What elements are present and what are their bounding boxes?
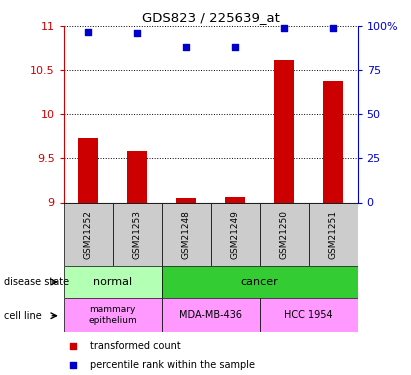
Bar [113, 202, 162, 266]
Bar [225, 197, 245, 202]
Text: GSM21252: GSM21252 [84, 210, 93, 259]
Bar [260, 202, 309, 266]
Title: GDS823 / 225639_at: GDS823 / 225639_at [142, 11, 279, 24]
Point [183, 44, 189, 50]
Bar [162, 202, 211, 266]
Text: GSM21251: GSM21251 [328, 210, 337, 259]
Bar [64, 298, 162, 332]
Text: percentile rank within the sample: percentile rank within the sample [90, 360, 255, 370]
Bar [162, 298, 260, 332]
Bar [260, 298, 358, 332]
Bar [127, 152, 147, 202]
Bar [162, 266, 358, 298]
Text: GSM21253: GSM21253 [133, 210, 142, 259]
Text: cell line: cell line [4, 311, 42, 321]
Bar [274, 60, 294, 202]
Point [69, 362, 76, 368]
Text: cancer: cancer [241, 277, 279, 287]
Text: transformed count: transformed count [90, 341, 181, 351]
Text: GSM21248: GSM21248 [182, 210, 191, 259]
Point [232, 44, 238, 50]
Bar [79, 138, 98, 202]
Point [134, 30, 141, 36]
Point [69, 343, 76, 349]
Bar [309, 202, 358, 266]
Text: normal: normal [93, 277, 132, 287]
Point [85, 28, 92, 34]
Bar [211, 202, 260, 266]
Text: MDA-MB-436: MDA-MB-436 [179, 310, 242, 320]
Bar [323, 81, 343, 203]
Text: GSM21250: GSM21250 [279, 210, 289, 259]
Text: GSM21249: GSM21249 [231, 210, 240, 259]
Point [281, 25, 287, 31]
Bar [64, 266, 162, 298]
Bar [176, 198, 196, 202]
Bar [64, 202, 113, 266]
Text: disease state: disease state [4, 277, 69, 287]
Text: HCC 1954: HCC 1954 [284, 310, 333, 320]
Point [330, 25, 336, 31]
Text: mammary
epithelium: mammary epithelium [88, 305, 137, 325]
